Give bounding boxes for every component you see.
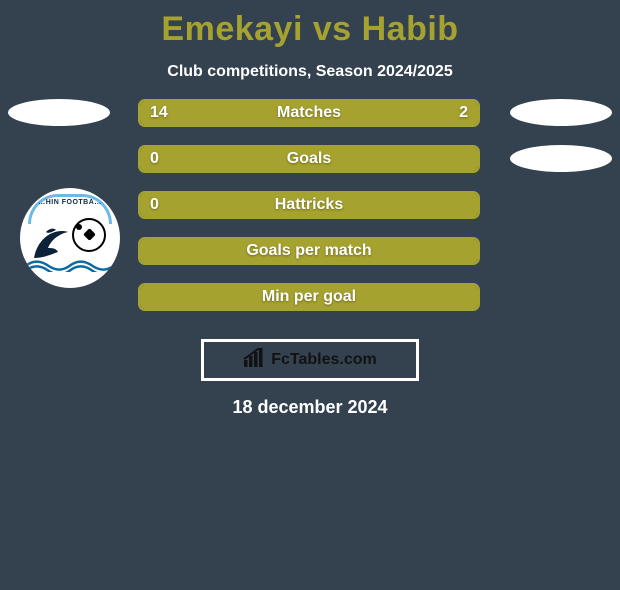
bar-chart-icon — [243, 348, 265, 373]
stat-bar: Goals per match — [138, 237, 480, 265]
brand-badge: FcTables.com — [201, 339, 419, 381]
stat-value-left: 14 — [150, 101, 168, 125]
date-label: 18 december 2024 — [0, 397, 620, 418]
stat-row: Min per goal — [0, 283, 620, 329]
wave-icon — [26, 256, 114, 272]
stat-value-left: 0 — [150, 147, 159, 171]
stat-bar-fill-left — [140, 193, 478, 217]
stat-row: 142Matches — [0, 99, 620, 145]
placeholder-oval-right — [510, 99, 612, 126]
stat-row: 0Goals — [0, 145, 620, 191]
stat-bar: 142Matches — [138, 99, 480, 127]
placeholder-oval-left — [8, 99, 110, 126]
stat-value-right: 2 — [459, 101, 468, 125]
stat-value-left: 0 — [150, 193, 159, 217]
stat-bar: 0Goals — [138, 145, 480, 173]
stat-bar-fill-left — [140, 239, 478, 263]
stat-bar-fill-left — [140, 101, 410, 125]
soccer-ball-icon — [72, 218, 106, 252]
stat-bar: 0Hattricks — [138, 191, 480, 219]
team-logo-left: …HIN FOOTBA… — [20, 188, 120, 288]
page-title: Emekayi vs Habib — [0, 10, 620, 49]
stat-bar-fill-left — [140, 285, 478, 309]
stat-bar-fill-left — [140, 147, 478, 171]
placeholder-oval-right — [510, 145, 612, 172]
page-subtitle: Club competitions, Season 2024/2025 — [0, 63, 620, 81]
stat-bar: Min per goal — [138, 283, 480, 311]
brand-text: FcTables.com — [271, 351, 377, 369]
